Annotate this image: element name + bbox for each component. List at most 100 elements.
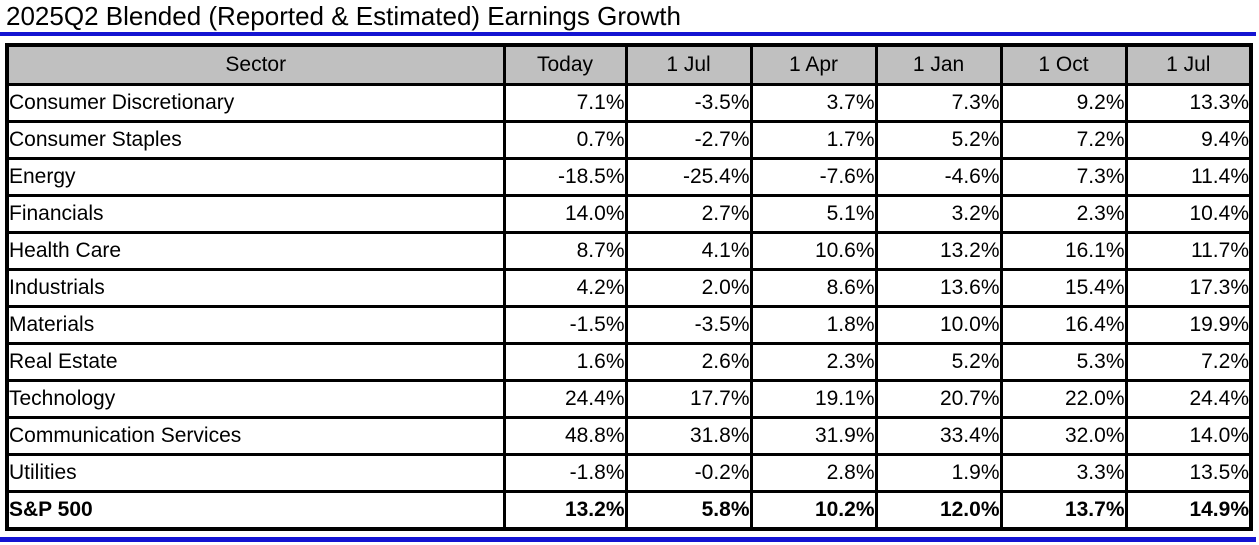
- value-cell-today-0: 8.7%: [502, 231, 628, 271]
- column-header-1-jul-6: 1 Jul: [1124, 43, 1253, 86]
- sector-label: S&P 500: [5, 490, 506, 531]
- column-header-1-apr-3: 1 Apr: [749, 43, 878, 86]
- table-row-materials: Materials -1.5% -3.5% 1.8% 10.0% 16.4% 19.9%: [5, 305, 1253, 345]
- table-header-row: Sector Today 1 Jul 1 Apr 1 Jan 1 Oct 1 Jul: [5, 43, 1253, 86]
- value-cell-1-apr-2: 31.9%: [749, 416, 878, 456]
- value-cell-1-apr-2: 5.1%: [749, 194, 878, 234]
- value-cell-1-jul-1: -3.5%: [624, 305, 753, 345]
- value-cell-1-apr-2: 2.8%: [749, 453, 878, 493]
- value-cell-1-jan-3: 5.2%: [874, 120, 1003, 160]
- sector-label: Consumer Staples: [5, 120, 506, 160]
- value-cell-1-jul-1: 5.8%: [624, 490, 753, 531]
- value-cell-1-oct-4: 13.7%: [999, 490, 1128, 531]
- earnings-growth-table: Sector Today 1 Jul 1 Apr 1 Jan 1 Oct 1 Jul Con…: [5, 43, 1253, 531]
- value-cell-today-0: 7.1%: [502, 83, 628, 123]
- value-cell-1-oct-4: 5.3%: [999, 342, 1128, 382]
- table-row-consumer-staples: Consumer Staples 0.7% -2.7% 1.7% 5.2% 7.2% 9.4…: [5, 120, 1253, 160]
- value-cell-today-0: 24.4%: [502, 379, 628, 419]
- value-cell-1-oct-4: 16.4%: [999, 305, 1128, 345]
- table-row-energy: Energy -18.5% -25.4% -7.6% -4.6% 7.3% 11.4%: [5, 157, 1253, 197]
- value-cell-1-oct-4: 7.3%: [999, 157, 1128, 197]
- value-cell-1-jul-5: 14.0%: [1124, 416, 1253, 456]
- table-row-industrials: Industrials 4.2% 2.0% 8.6% 13.6% 15.4% 17.3%: [5, 268, 1253, 308]
- value-cell-1-jul-1: 4.1%: [624, 231, 753, 271]
- value-cell-1-jan-3: 3.2%: [874, 194, 1003, 234]
- value-cell-1-apr-2: 1.7%: [749, 120, 878, 160]
- column-header-1-jul-2: 1 Jul: [624, 43, 753, 86]
- bottom-rule: [0, 537, 1256, 542]
- sector-label: Industrials: [5, 268, 506, 308]
- value-cell-today-0: 14.0%: [502, 194, 628, 234]
- value-cell-today-0: -1.5%: [502, 305, 628, 345]
- sector-label: Financials: [5, 194, 506, 234]
- value-cell-1-jan-3: 13.2%: [874, 231, 1003, 271]
- title-underline-rule: [0, 32, 1256, 36]
- value-cell-1-oct-4: 15.4%: [999, 268, 1128, 308]
- value-cell-1-jul-1: 31.8%: [624, 416, 753, 456]
- sector-label: Consumer Discretionary: [5, 83, 506, 123]
- table-row-real-estate: Real Estate 1.6% 2.6% 2.3% 5.2% 5.3% 7.2%: [5, 342, 1253, 382]
- value-cell-1-jul-5: 7.2%: [1124, 342, 1253, 382]
- value-cell-today-0: 0.7%: [502, 120, 628, 160]
- value-cell-1-apr-2: 1.8%: [749, 305, 878, 345]
- value-cell-1-oct-4: 3.3%: [999, 453, 1128, 493]
- sector-label: Technology: [5, 379, 506, 419]
- value-cell-1-jan-3: 1.9%: [874, 453, 1003, 493]
- value-cell-1-jul-1: -3.5%: [624, 83, 753, 123]
- value-cell-1-jul-5: 19.9%: [1124, 305, 1253, 345]
- table-row-communication-services: Communication Services 48.8% 31.8% 31.9% 33.…: [5, 416, 1253, 456]
- value-cell-1-oct-4: 22.0%: [999, 379, 1128, 419]
- value-cell-today-0: -18.5%: [502, 157, 628, 197]
- value-cell-today-0: 48.8%: [502, 416, 628, 456]
- value-cell-1-jan-3: 12.0%: [874, 490, 1003, 531]
- value-cell-1-apr-2: 10.2%: [749, 490, 878, 531]
- sector-label: Materials: [5, 305, 506, 345]
- value-cell-1-apr-2: 10.6%: [749, 231, 878, 271]
- value-cell-1-jul-5: 9.4%: [1124, 120, 1253, 160]
- value-cell-1-jul-1: -25.4%: [624, 157, 753, 197]
- value-cell-1-jul-5: 13.5%: [1124, 453, 1253, 493]
- value-cell-1-jan-3: 7.3%: [874, 83, 1003, 123]
- sector-label: Health Care: [5, 231, 506, 271]
- table-row-health-care: Health Care 8.7% 4.1% 10.6% 13.2% 16.1% 11.7%: [5, 231, 1253, 271]
- value-cell-1-jul-5: 24.4%: [1124, 379, 1253, 419]
- value-cell-1-jul-1: -2.7%: [624, 120, 753, 160]
- column-header-sector-0: Sector: [5, 43, 506, 86]
- value-cell-1-jul-5: 13.3%: [1124, 83, 1253, 123]
- column-header-today-1: Today: [502, 43, 628, 86]
- value-cell-1-apr-2: 2.3%: [749, 342, 878, 382]
- value-cell-today-0: 4.2%: [502, 268, 628, 308]
- value-cell-1-jul-5: 10.4%: [1124, 194, 1253, 234]
- table-row-financials: Financials 14.0% 2.7% 5.1% 3.2% 2.3% 10.4%: [5, 194, 1253, 234]
- page-title: 2025Q2 Blended (Reported & Estimated) Ea…: [6, 1, 681, 31]
- sector-label: Utilities: [5, 453, 506, 493]
- value-cell-1-jul-5: 11.7%: [1124, 231, 1253, 271]
- value-cell-1-jan-3: 20.7%: [874, 379, 1003, 419]
- value-cell-1-jul-1: -0.2%: [624, 453, 753, 493]
- value-cell-1-oct-4: 32.0%: [999, 416, 1128, 456]
- value-cell-today-0: 1.6%: [502, 342, 628, 382]
- column-header-1-oct-5: 1 Oct: [999, 43, 1128, 86]
- value-cell-1-jul-5: 14.9%: [1124, 490, 1253, 531]
- value-cell-1-jan-3: -4.6%: [874, 157, 1003, 197]
- value-cell-1-jul-1: 2.7%: [624, 194, 753, 234]
- column-header-1-jan-4: 1 Jan: [874, 43, 1003, 86]
- value-cell-1-apr-2: 8.6%: [749, 268, 878, 308]
- value-cell-1-oct-4: 7.2%: [999, 120, 1128, 160]
- value-cell-1-oct-4: 2.3%: [999, 194, 1128, 234]
- sector-label: Energy: [5, 157, 506, 197]
- value-cell-1-jan-3: 5.2%: [874, 342, 1003, 382]
- value-cell-1-apr-2: -7.6%: [749, 157, 878, 197]
- value-cell-1-apr-2: 19.1%: [749, 379, 878, 419]
- value-cell-1-jul-1: 2.6%: [624, 342, 753, 382]
- value-cell-1-apr-2: 3.7%: [749, 83, 878, 123]
- table-row-utilities: Utilities -1.8% -0.2% 2.8% 1.9% 3.3% 13.5%: [5, 453, 1253, 493]
- value-cell-1-jan-3: 13.6%: [874, 268, 1003, 308]
- value-cell-1-oct-4: 9.2%: [999, 83, 1128, 123]
- value-cell-1-jul-5: 17.3%: [1124, 268, 1253, 308]
- value-cell-1-jan-3: 33.4%: [874, 416, 1003, 456]
- value-cell-today-0: 13.2%: [502, 490, 628, 531]
- sector-label: Real Estate: [5, 342, 506, 382]
- value-cell-1-jul-1: 2.0%: [624, 268, 753, 308]
